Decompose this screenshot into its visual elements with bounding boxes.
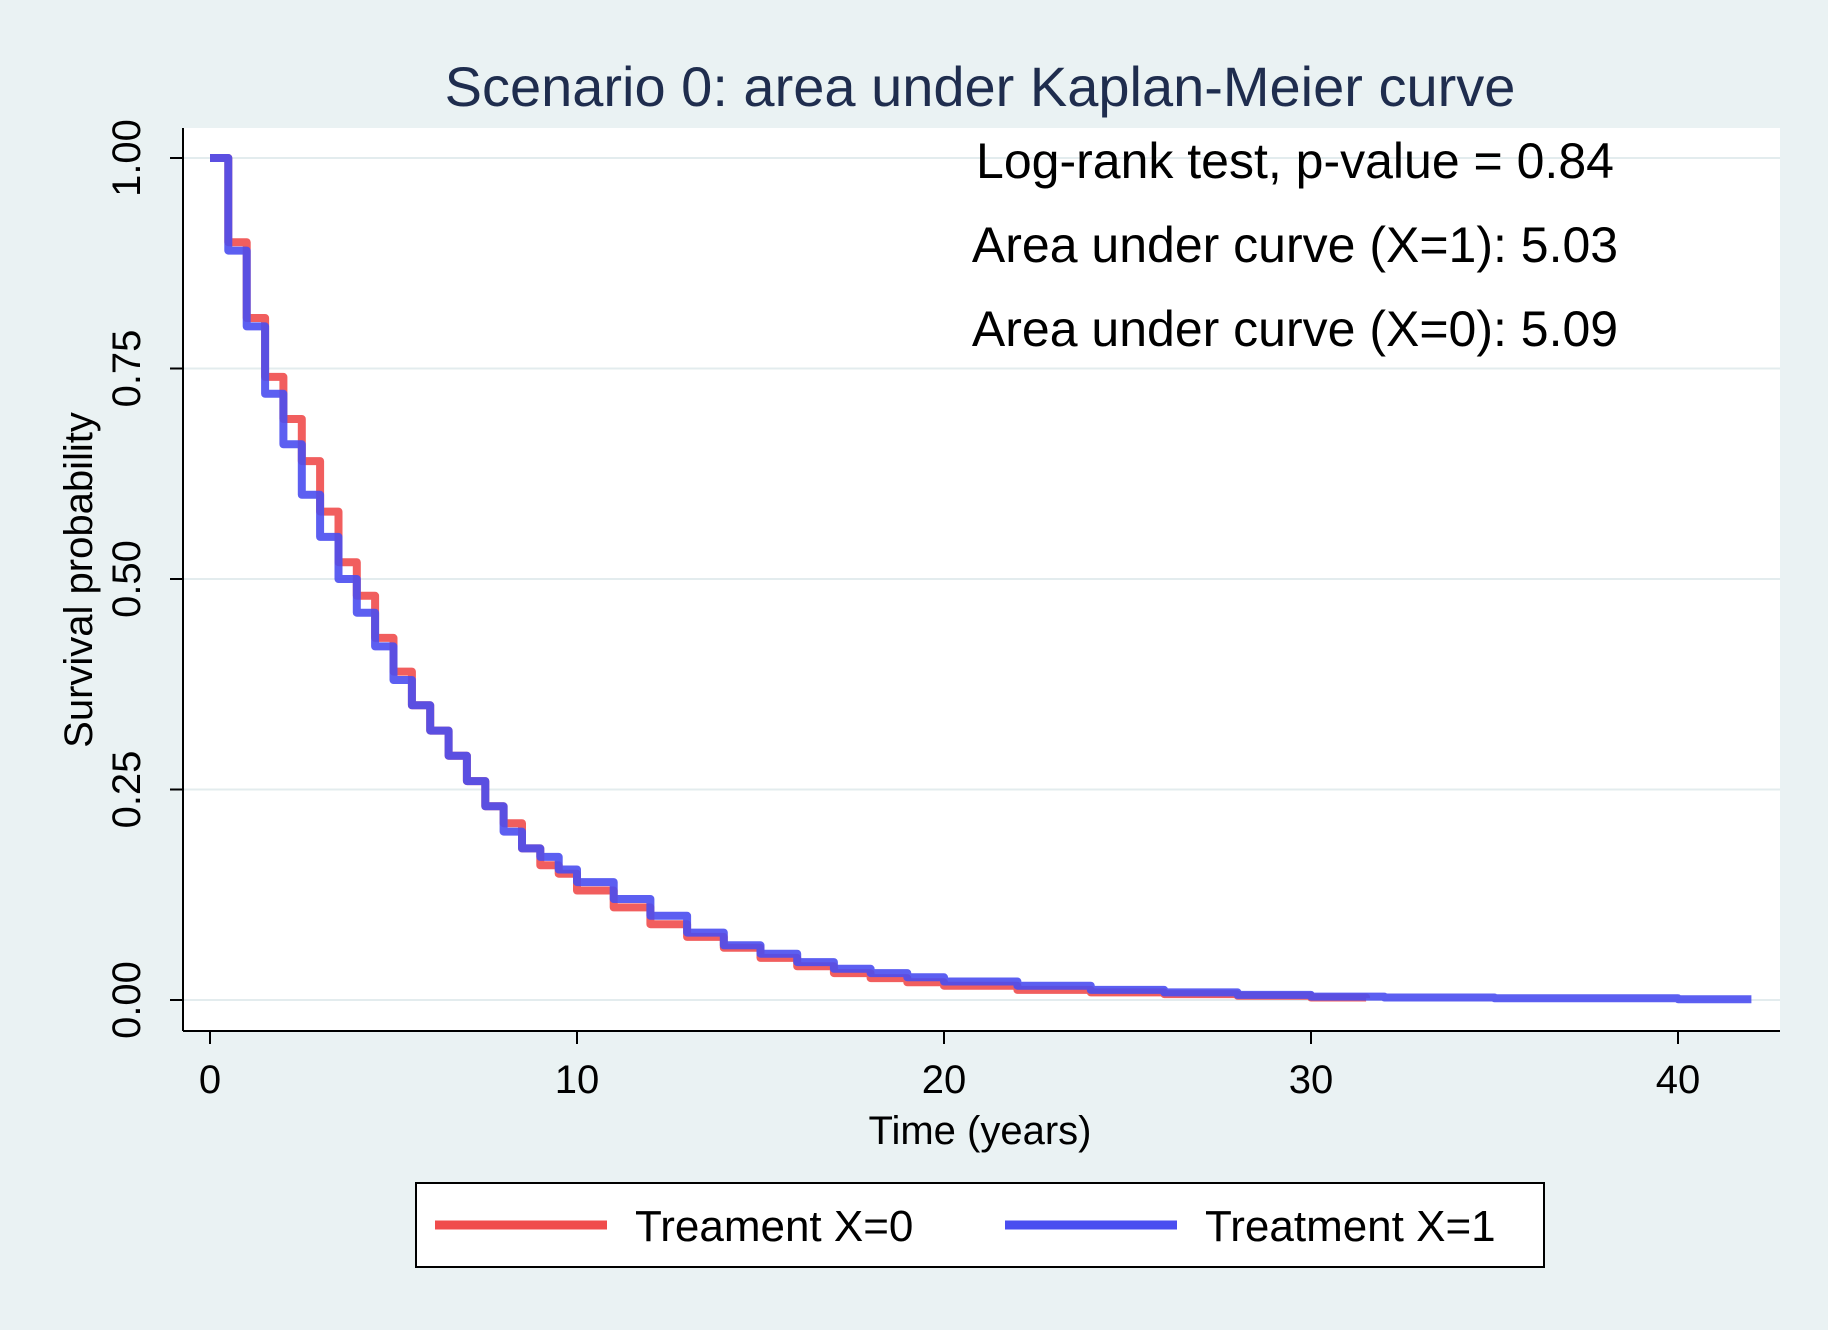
legend: Treament X=0 Treatment X=1 (415, 1182, 1545, 1268)
x-tick-label: 10 (555, 1058, 600, 1102)
annotation-logrank: Log-rank test, p-value = 0.84 (976, 133, 1614, 189)
x-tick-label: 0 (199, 1058, 221, 1102)
x-axis-label: Time (years) (869, 1109, 1092, 1153)
y-tick-label: 0.50 (105, 540, 149, 618)
annotation-auc-x1: Area under curve (X=1): 5.03 (972, 217, 1618, 273)
chart-title: Scenario 0: area under Kaplan-Meier curv… (445, 55, 1516, 118)
x-tick-label: 40 (1656, 1058, 1701, 1102)
y-axis-label: Survival probability (57, 412, 101, 748)
y-tick-label: 1.00 (105, 119, 149, 197)
legend-label-x1: Treatment X=1 (1205, 1202, 1496, 1251)
y-ticks: 0.00 0.25 0.50 0.75 1.00 (105, 119, 183, 1039)
y-tick-label: 0.00 (105, 961, 149, 1039)
annotation-auc-x0: Area under curve (X=0): 5.09 (972, 301, 1618, 357)
y-tick-label: 0.25 (105, 751, 149, 829)
x-tick-label: 20 (922, 1058, 967, 1102)
x-tick-label: 30 (1289, 1058, 1334, 1102)
x-ticks: 0 10 20 30 40 (199, 1031, 1700, 1102)
grid-lines (183, 157, 1780, 1001)
legend-label-x0: Treament X=0 (635, 1202, 913, 1251)
series-group (210, 154, 1752, 1004)
series-line-1 (210, 154, 1752, 1004)
y-tick-label: 0.75 (105, 330, 149, 408)
